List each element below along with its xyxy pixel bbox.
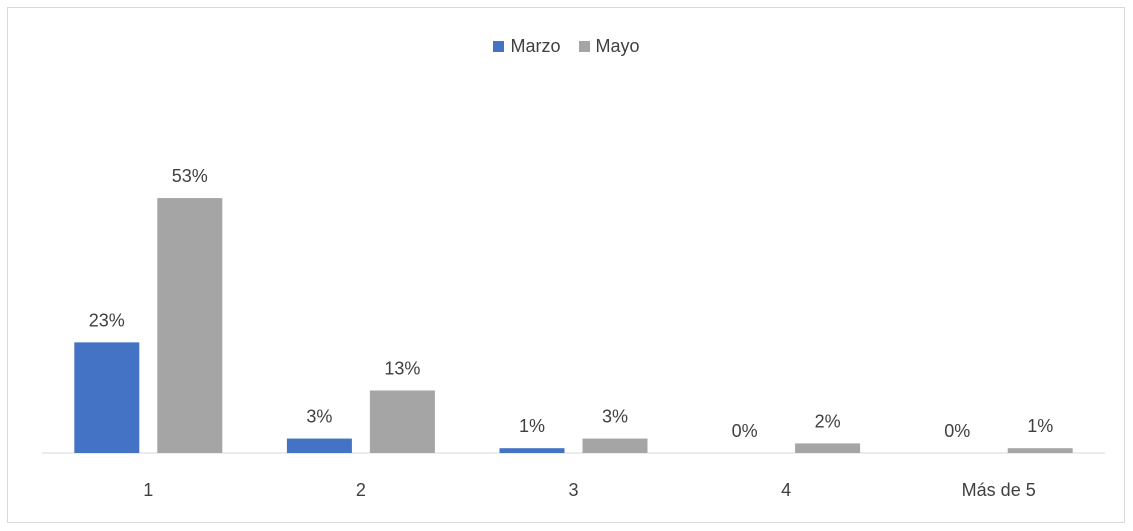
data-label-mayo-5: 1% [1027,416,1053,436]
legend: Marzo Mayo [0,36,1133,57]
data-label-mayo-2: 13% [384,358,420,378]
bar-mayo-1 [157,198,223,453]
legend-swatch-mayo [578,41,590,52]
bar-marzo-2 [286,438,352,453]
x-tick-label-3: 3 [568,480,578,500]
legend-swatch-marzo [493,41,505,52]
legend-label-marzo: Marzo [510,36,561,56]
bar-marzo-3 [499,448,565,453]
x-tick-label-5: Más de 5 [962,480,1036,500]
bar-mayo-2 [369,390,435,453]
data-label-marzo-3: 1% [519,416,545,436]
data-label-marzo-5: 0% [944,421,970,441]
bar-mayo-3 [582,438,648,453]
legend-item-marzo: Marzo [493,36,561,57]
data-label-mayo-3: 3% [602,407,628,427]
x-tick-label-1: 1 [143,480,153,500]
data-label-marzo-1: 23% [89,310,125,330]
bar-mayo-4 [795,443,861,453]
x-tick-label-4: 4 [781,480,791,500]
data-label-mayo-1: 53% [172,166,208,186]
legend-item-mayo: Mayo [578,36,640,57]
bar-marzo-1 [74,342,140,453]
x-tick-label-2: 2 [356,480,366,500]
legend-label-mayo: Mayo [595,36,640,56]
data-label-mayo-4: 2% [815,411,841,431]
data-label-marzo-4: 0% [732,421,758,441]
data-label-marzo-2: 3% [306,407,332,427]
bar-mayo-5 [1007,448,1073,453]
